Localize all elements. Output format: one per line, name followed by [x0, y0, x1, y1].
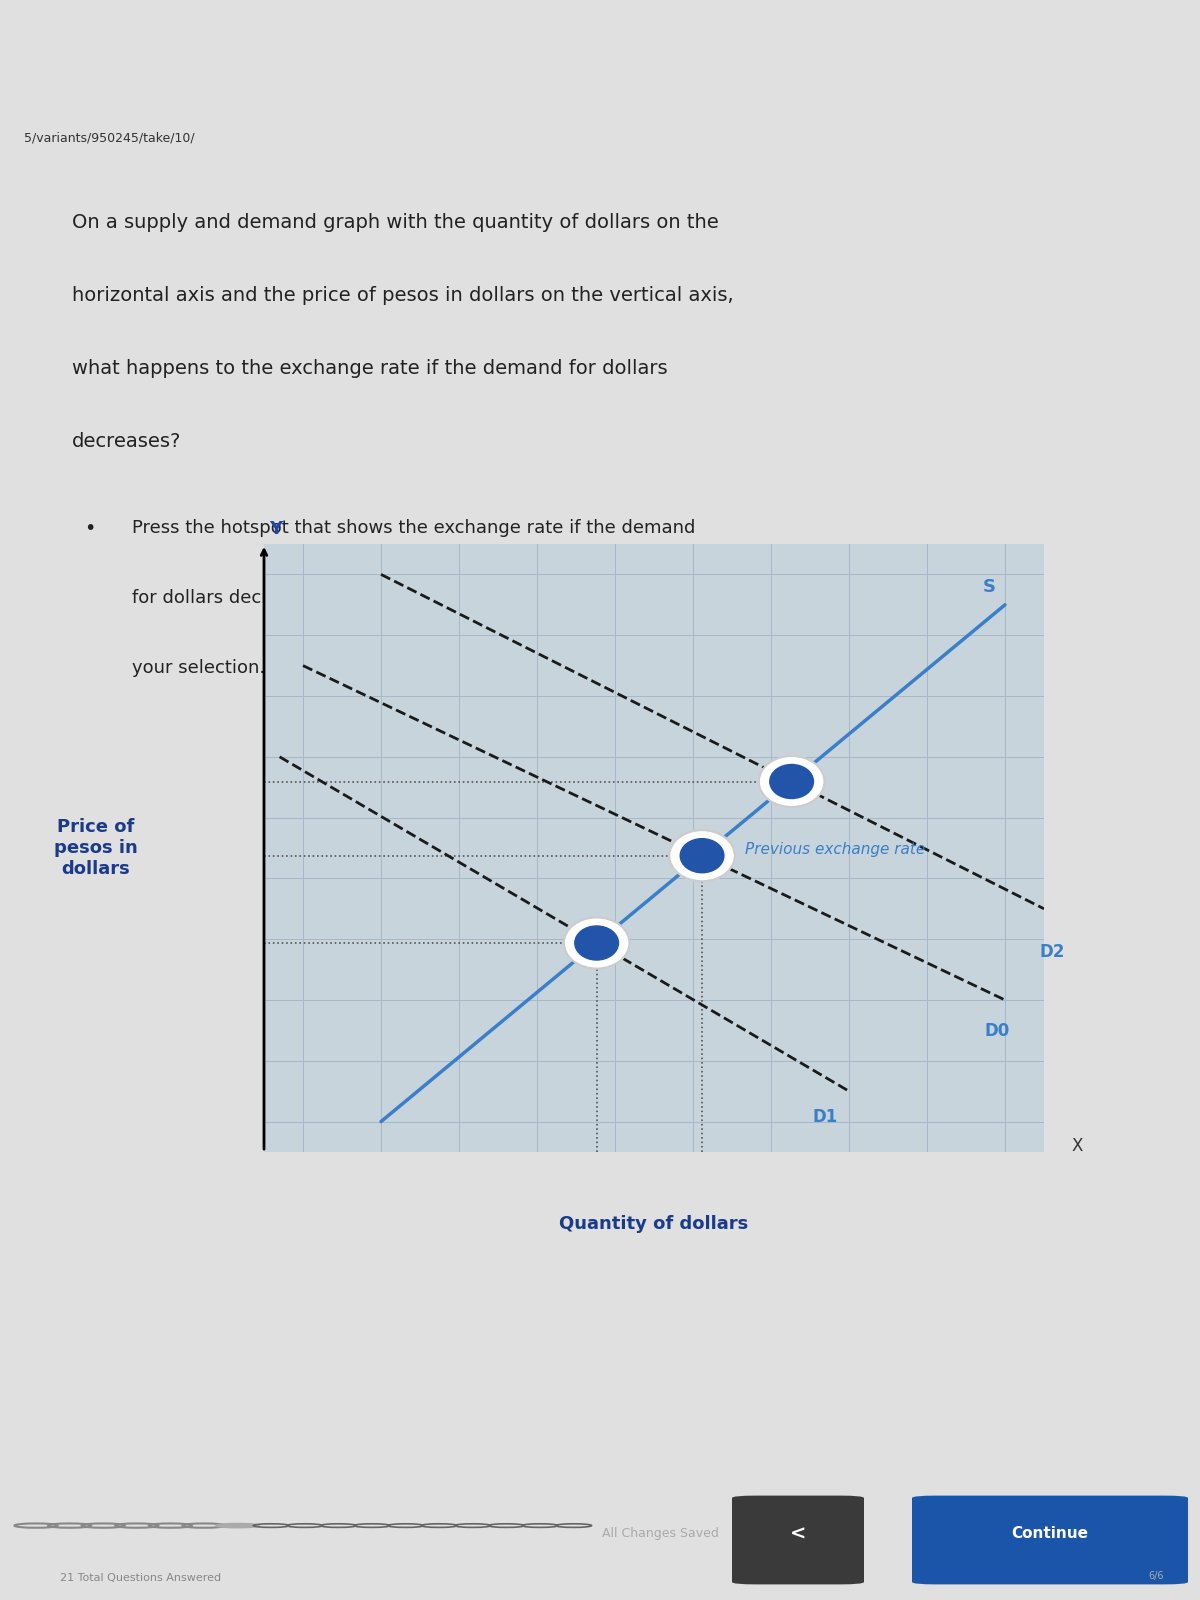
Text: decreases?: decreases? — [72, 432, 181, 451]
Text: Quantity of dollars: Quantity of dollars — [559, 1214, 749, 1234]
Text: D0: D0 — [984, 1022, 1010, 1040]
Text: All Changes Saved: All Changes Saved — [601, 1528, 719, 1541]
FancyBboxPatch shape — [732, 1496, 864, 1584]
Text: Y: Y — [269, 520, 282, 538]
Circle shape — [680, 838, 724, 872]
Text: D2: D2 — [1039, 944, 1064, 962]
Circle shape — [769, 765, 814, 798]
Text: for dollars decreases, and then press the answer box to save: for dollars decreases, and then press th… — [132, 589, 683, 606]
Text: S: S — [983, 578, 996, 595]
Text: •: • — [84, 518, 95, 538]
Circle shape — [670, 830, 734, 882]
Text: Previous exchange rate: Previous exchange rate — [745, 842, 925, 858]
Text: D1: D1 — [812, 1107, 839, 1126]
FancyBboxPatch shape — [912, 1496, 1188, 1584]
Text: X: X — [1072, 1138, 1082, 1155]
Circle shape — [758, 755, 824, 806]
Text: Press the hotspot that shows the exchange rate if the demand: Press the hotspot that shows the exchang… — [132, 518, 695, 536]
Text: your selection.: your selection. — [132, 659, 265, 677]
Text: Continue: Continue — [1012, 1526, 1088, 1541]
Circle shape — [564, 917, 630, 968]
Text: what happens to the exchange rate if the demand for dollars: what happens to the exchange rate if the… — [72, 360, 667, 378]
Text: On a supply and demand graph with the quantity of dollars on the: On a supply and demand graph with the qu… — [72, 213, 719, 232]
Text: horizontal axis and the price of pesos in dollars on the vertical axis,: horizontal axis and the price of pesos i… — [72, 286, 733, 306]
Text: Price of
pesos in
dollars: Price of pesos in dollars — [54, 818, 138, 878]
Text: <: < — [790, 1525, 806, 1544]
Circle shape — [575, 926, 618, 960]
Text: 5/variants/950245/take/10/: 5/variants/950245/take/10/ — [24, 131, 194, 144]
Text: 6/6: 6/6 — [1148, 1571, 1164, 1581]
Circle shape — [216, 1523, 259, 1528]
Text: 21 Total Questions Answered: 21 Total Questions Answered — [60, 1573, 221, 1584]
